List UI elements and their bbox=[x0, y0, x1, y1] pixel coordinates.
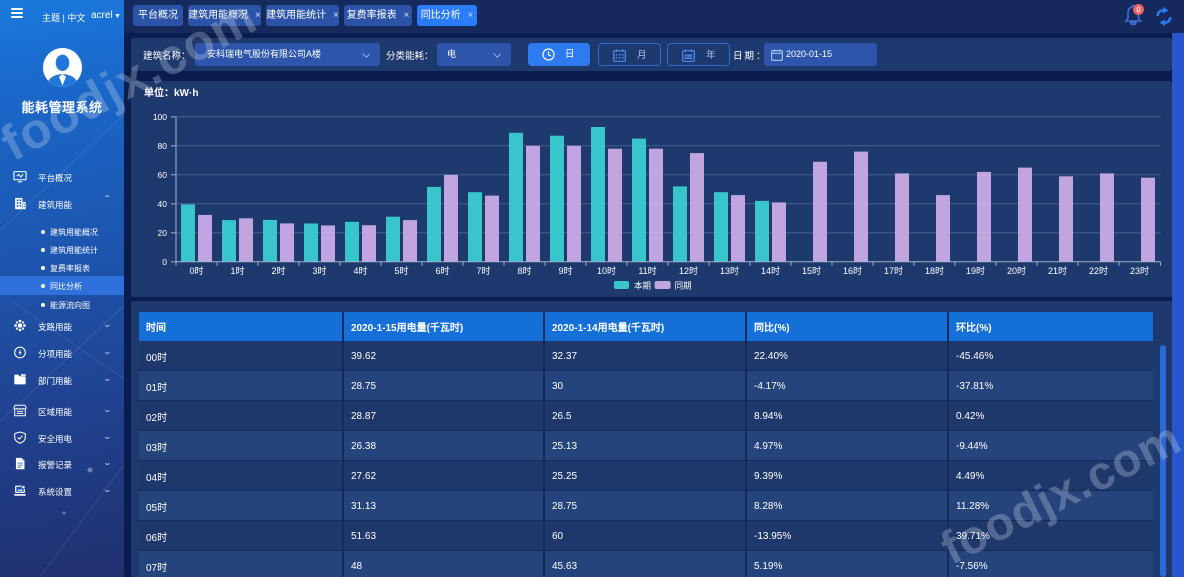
svg-text:19时: 19时 bbox=[966, 265, 985, 276]
svg-text:100: 100 bbox=[153, 112, 167, 122]
svg-text:16时: 16时 bbox=[843, 265, 862, 276]
svg-text:本期: 本期 bbox=[634, 281, 651, 291]
svg-text:单位：kW·h: 单位：kW·h bbox=[144, 86, 198, 99]
svg-text:6时: 6时 bbox=[435, 265, 449, 276]
svg-text:0时: 0时 bbox=[189, 265, 203, 276]
svg-text:8时: 8时 bbox=[517, 265, 531, 276]
svg-text:80: 80 bbox=[158, 141, 168, 151]
svg-text:15时: 15时 bbox=[802, 265, 821, 276]
svg-text:11时: 11时 bbox=[638, 265, 656, 276]
svg-text:17时: 17时 bbox=[884, 265, 903, 276]
svg-text:23时: 23时 bbox=[1130, 265, 1149, 276]
svg-text:18时: 18时 bbox=[925, 265, 944, 276]
svg-text:YEAR: YEAR bbox=[684, 55, 694, 59]
svg-text:13时: 13时 bbox=[720, 265, 739, 276]
svg-text:同期: 同期 bbox=[675, 281, 692, 291]
svg-text:9时: 9时 bbox=[558, 265, 572, 276]
svg-text:21时: 21时 bbox=[1048, 265, 1067, 276]
svg-text:10时: 10时 bbox=[597, 265, 616, 276]
svg-text:3时: 3时 bbox=[312, 265, 326, 276]
svg-text:14时: 14时 bbox=[761, 265, 780, 276]
svg-text:60: 60 bbox=[158, 170, 168, 180]
svg-text:40: 40 bbox=[158, 199, 168, 209]
svg-text:2时: 2时 bbox=[271, 265, 285, 276]
svg-text:1时: 1时 bbox=[230, 265, 244, 276]
svg-text:12时: 12时 bbox=[679, 265, 698, 276]
svg-text:20时: 20时 bbox=[1007, 265, 1026, 276]
svg-text:0: 0 bbox=[162, 257, 167, 267]
svg-text:20: 20 bbox=[158, 228, 168, 238]
svg-text:5时: 5时 bbox=[394, 265, 408, 276]
svg-text:4时: 4时 bbox=[353, 265, 367, 276]
svg-text:0: 0 bbox=[1136, 6, 1141, 15]
svg-text:7时: 7时 bbox=[476, 265, 490, 276]
svg-text:22时: 22时 bbox=[1089, 265, 1108, 276]
